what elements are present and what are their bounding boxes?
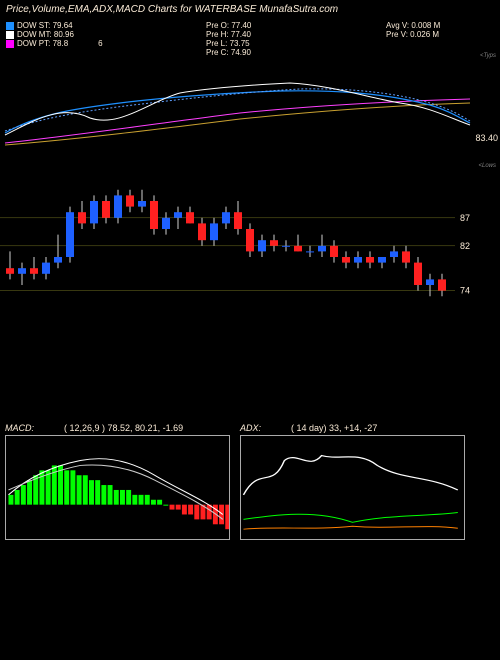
- adx-title: ADX:: [240, 423, 261, 433]
- ema-chart: <Typs 83.40: [0, 63, 500, 163]
- macd-chart: [5, 435, 230, 540]
- macd-params: ( 12,26,9 ) 78.52, 80.21, -1.69: [64, 423, 183, 433]
- macd-title: MACD:: [5, 423, 34, 433]
- svg-text:82: 82: [460, 241, 470, 251]
- dow-pt-label: DOW PT:: [17, 39, 50, 48]
- adx-chart: [240, 435, 465, 540]
- dow-pt-value: 78.8: [53, 39, 69, 48]
- pre-v: Pre V: 0.026 M: [386, 30, 500, 39]
- pre-c: Pre C: 74.90: [206, 48, 306, 57]
- macd-label: MACD: ( 12,26,9 ) 78.52, 80.21, -1.69: [5, 423, 230, 433]
- dow-mt-value: 80.96: [54, 30, 74, 39]
- ema-right-price: 83.40: [475, 133, 498, 143]
- top-axis-label: <Typs: [480, 53, 496, 59]
- svg-text:74: 74: [460, 286, 470, 296]
- legend-dow-st: DOW ST: 79.64: [6, 21, 126, 30]
- candle-chart: <Lows 878274: [0, 173, 500, 313]
- legend-dow-pt: DOW PT: 78.8: [6, 39, 68, 48]
- adx-label: ADX: ( 14 day) 33, +14, -27: [240, 423, 465, 433]
- pre-l: Pre L: 73.75: [206, 39, 306, 48]
- pre-h: Pre H: 77.40: [206, 30, 306, 39]
- legend-extra: 6: [98, 39, 102, 48]
- legend-dow-mt: DOW MT: 80.96: [6, 30, 126, 39]
- dow-st-value: 79.64: [53, 21, 73, 30]
- page-title: Price,Volume,EMA,ADX,MACD Charts for WAT…: [0, 0, 500, 19]
- svg-text:87: 87: [460, 213, 470, 223]
- dow-st-label: DOW ST:: [17, 21, 50, 30]
- avg-v: Avg V: 0.008 M: [386, 21, 500, 30]
- candle-axis-label: <Lows: [478, 163, 496, 169]
- adx-params: ( 14 day) 33, +14, -27: [291, 423, 377, 433]
- dow-mt-label: DOW MT:: [17, 30, 52, 39]
- pre-o: Pre O: 77.40: [206, 21, 306, 30]
